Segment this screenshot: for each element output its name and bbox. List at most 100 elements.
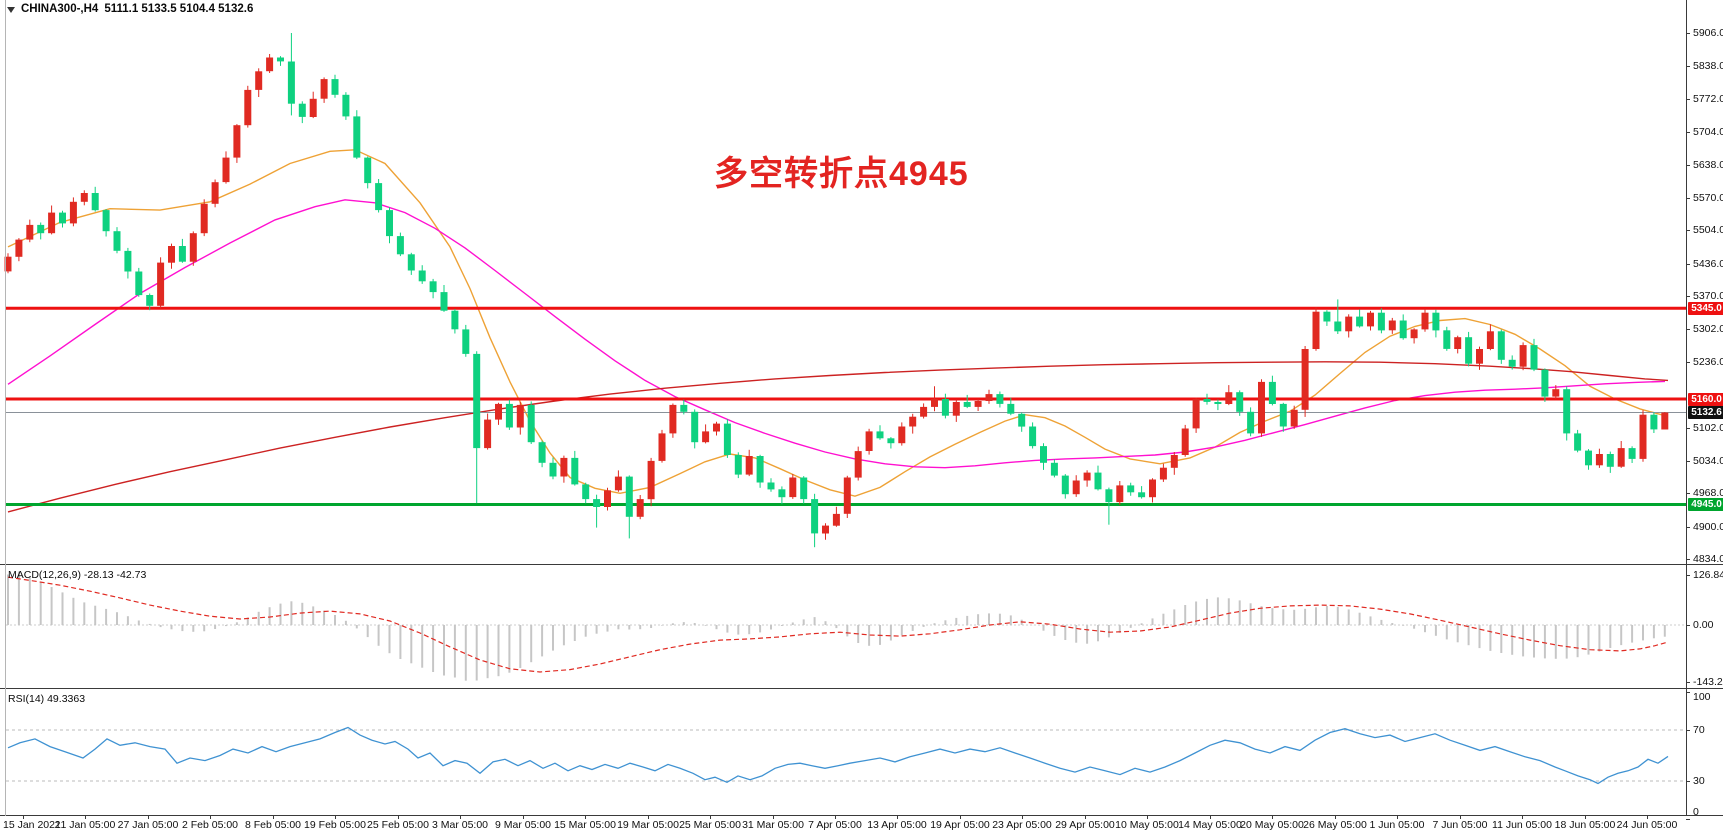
price-tick-label: 5436.0 [1693,258,1723,270]
candle-body [396,236,404,255]
macd-tick-mark [1686,625,1690,626]
time-tick-mark [85,816,86,819]
price-tick-mark [1686,198,1690,199]
candle-body [1301,349,1309,410]
candle-body [538,442,546,463]
macd-chart-surface[interactable] [0,567,1723,688]
candle-body [527,404,535,443]
price-tick-mark [1686,296,1690,297]
time-axis-label: 8 Feb 05:00 [244,819,302,831]
macd-axis-label: 126.84 [1693,569,1723,581]
rsi-tick-mark [1686,781,1690,782]
candle-body [1225,392,1233,404]
time-axis-label: 24 Jun 05:00 [1616,819,1678,831]
macd-tick-mark [1686,575,1690,576]
candlestick-chart-surface[interactable] [0,0,1723,564]
candle-body [876,431,884,439]
candle-body [1617,448,1625,467]
candle-body [1083,472,1091,481]
candle-body [800,477,808,500]
candle-body [1268,381,1276,404]
time-tick-mark [1585,816,1586,819]
candle-body [647,460,655,500]
candle-body [1334,321,1342,332]
symbol-period-label: CHINA300-,H4 [21,3,99,15]
candle-body [1541,369,1549,397]
price-tick-mark [1686,132,1690,133]
candle-body [658,433,666,461]
time-axis-label: 19 Feb 05:00 [304,819,366,831]
candle-body [702,431,710,443]
candle-body [854,451,862,478]
candle-body [549,462,557,477]
rsi-chart-surface[interactable] [0,691,1723,815]
time-tick-mark [148,816,149,819]
candle-body [1454,337,1462,349]
candle-body [636,499,644,517]
time-tick-mark [23,816,24,819]
candle-body [713,423,720,432]
macd-panel[interactable]: MACD(12,26,9) -28.13 -42.73 [0,567,1723,689]
candle-body [680,404,688,412]
price-tick-label: 5772.0 [1693,93,1723,105]
time-axis-label: 18 Jun 05:00 [1554,819,1616,831]
candle-body [1105,489,1113,503]
candle-body [756,456,764,483]
candle-body [1443,330,1451,349]
candle-body [560,457,568,477]
candle-body [200,203,208,234]
time-tick-mark [1647,816,1648,819]
time-tick-mark [897,816,898,819]
plot-right-border [1686,0,1687,816]
price-tick-label: 4968.0 [1693,487,1723,499]
candle-body [1356,316,1364,327]
rsi-axis-label: 70 [1693,724,1705,736]
rsi-panel[interactable]: RSI(14) 49.3363 [0,691,1723,816]
candle-body [865,431,873,451]
rsi-tick-mark [1686,730,1690,731]
price-tick-mark [1686,428,1690,429]
candle-body [1552,389,1560,397]
price-tick-mark [1686,527,1690,528]
time-tick-mark [585,816,586,819]
price-tick-mark [1686,33,1690,34]
price-tick-mark [1686,362,1690,363]
time-tick-mark [210,816,211,819]
candle-body [266,57,274,72]
candle-body [843,477,851,514]
rsi-tick-mark [1686,692,1690,693]
price-badge-5160.0: 5160.0 [1688,393,1723,406]
symbol-dropdown-icon[interactable] [7,6,15,13]
candle-body [996,394,1004,404]
time-axis-label: 1 Jun 05:00 [1369,819,1425,831]
time-axis-label: 29 Apr 05:00 [1055,819,1115,831]
price-tick-mark [1686,66,1690,67]
candle-body [255,71,263,90]
candle-body [1399,320,1407,339]
time-axis-label: 13 Apr 05:00 [867,819,927,831]
time-axis[interactable]: 15 Jan 2021 21 Jan 05:00 27 Jan 05:00 2 Feb… [0,816,1723,838]
candle-body [963,402,971,407]
price-tick-mark [1686,165,1690,166]
candle-body [353,116,361,158]
candle-body [168,246,175,263]
price-badge-5345.0: 5345.0 [1688,302,1723,315]
candle-body [1508,359,1516,367]
candle-body [822,525,829,534]
time-axis-label: 7 Apr 05:00 [808,819,862,831]
price-tick-mark [1686,461,1690,462]
candle-body [157,262,165,306]
candle-body [734,455,742,475]
main-chart-panel[interactable]: CHINA300-,H4 5111.1 5133.5 5104.4 5132.6… [0,0,1723,565]
candle-body [407,254,415,271]
candle-body [59,212,66,224]
price-tick-label: 5302.0 [1693,323,1723,335]
rsi-axis-label: 0 [1693,806,1699,818]
time-tick-mark [523,816,524,819]
candle-body [1563,389,1571,434]
candle-body [1530,345,1538,370]
time-axis-label: 19 Apr 05:00 [930,819,990,831]
candle-body [1203,399,1211,402]
price-tick-label: 5034.0 [1693,455,1723,467]
